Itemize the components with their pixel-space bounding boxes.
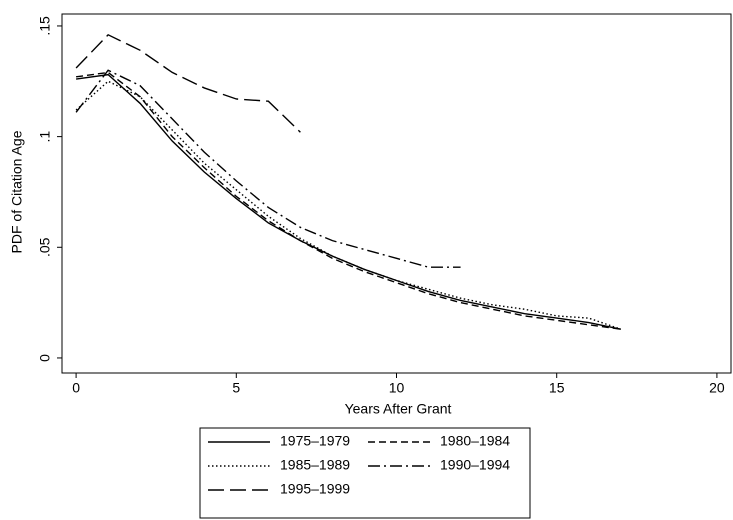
- y-tick-label: .05: [37, 237, 53, 257]
- series-line: [75, 80, 622, 330]
- series-line: [76, 73, 621, 330]
- x-tick-label: 20: [709, 380, 725, 396]
- x-tick-label: 5: [232, 380, 240, 396]
- legend-label: 1990–1994: [440, 457, 510, 473]
- y-tick-label: 0: [37, 354, 53, 362]
- y-axis-label: PDF of Citation Age: [9, 130, 25, 253]
- series-line: [75, 69, 461, 268]
- x-tick-label: 15: [549, 380, 565, 396]
- legend-label: 1980–1984: [440, 433, 510, 449]
- legend-label: 1985–1989: [280, 457, 350, 473]
- legend-label: 1995–1999: [280, 481, 350, 497]
- legend-box: [199, 427, 531, 519]
- y-tick-label: .1: [37, 131, 53, 143]
- series-line: [76, 71, 621, 330]
- y-tick-label: .15: [37, 16, 53, 36]
- series-line: [75, 33, 301, 133]
- legend-label: 1975–1979: [280, 433, 350, 449]
- x-tick-label: 10: [389, 380, 405, 396]
- x-tick-label: 0: [72, 380, 80, 396]
- plot-frame: [61, 13, 732, 374]
- x-axis-label: Years After Grant: [345, 401, 452, 417]
